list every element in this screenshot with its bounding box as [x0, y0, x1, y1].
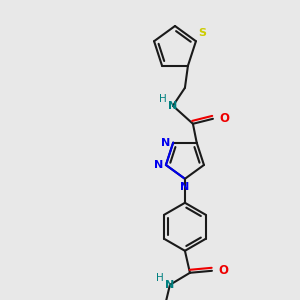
Text: N: N	[165, 280, 175, 290]
Text: N: N	[161, 138, 170, 148]
Text: N: N	[154, 160, 163, 170]
Text: O: O	[218, 264, 228, 277]
Text: N: N	[180, 182, 190, 192]
Text: O: O	[219, 112, 229, 125]
Text: S: S	[198, 28, 206, 38]
Text: H: H	[159, 94, 167, 104]
Text: N: N	[168, 101, 178, 111]
Text: H: H	[156, 273, 164, 283]
